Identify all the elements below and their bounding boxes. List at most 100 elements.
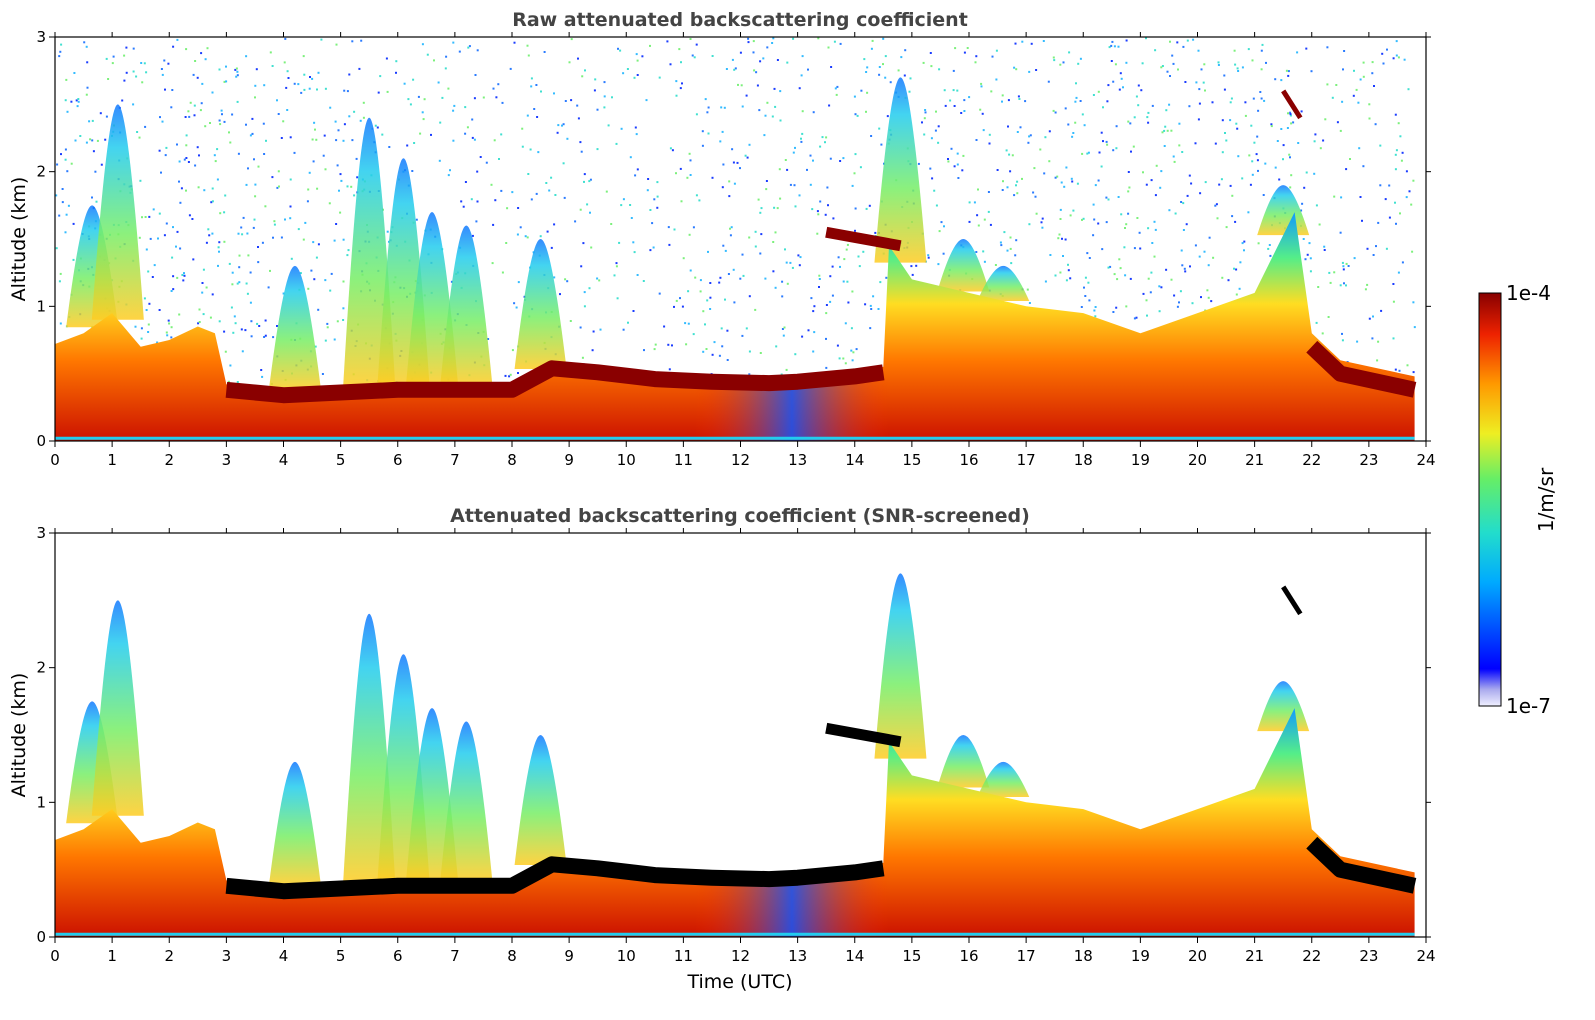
noise-speck (904, 49, 907, 52)
noise-speck (1147, 227, 1150, 230)
noise-speck (1088, 257, 1091, 259)
noise-speck (445, 55, 448, 58)
noise-speck (1379, 144, 1382, 147)
noise-speck (968, 96, 971, 99)
noise-speck (731, 58, 734, 61)
top-y-axis-label: Altitude (km) (8, 177, 30, 302)
noise-speck (278, 185, 280, 188)
noise-speck (581, 356, 584, 359)
noise-speck (1216, 217, 1219, 220)
noise-speck (702, 310, 705, 313)
noise-speck (759, 352, 762, 354)
noise-speck (1042, 40, 1045, 42)
noise-speck (929, 52, 932, 54)
noise-speck (338, 189, 340, 192)
noise-speck (107, 78, 110, 80)
noise-speck (724, 298, 726, 301)
noise-speck (593, 89, 596, 92)
noise-speck (1206, 289, 1209, 292)
noise-speck (886, 115, 889, 118)
noise-speck (1406, 364, 1409, 367)
noise-speck (588, 287, 591, 290)
noise-speck (447, 174, 450, 177)
noise-speck (1327, 316, 1330, 318)
noise-speck (468, 45, 471, 48)
noise-speck (464, 106, 467, 109)
noise-speck (176, 143, 178, 146)
noise-speck (869, 304, 872, 307)
noise-speck (731, 148, 734, 151)
noise-speck (678, 48, 681, 51)
noise-speck (145, 248, 148, 251)
noise-speck (651, 222, 654, 225)
noise-speck (603, 106, 606, 109)
noise-speck (1217, 61, 1220, 64)
noise-speck (164, 88, 166, 91)
noise-speck (1118, 258, 1121, 261)
noise-speck (728, 195, 731, 198)
noise-speck (1159, 186, 1162, 189)
bottom-x-axis: 0 1 2 3 4 5 6 7 8 9 10 11 12 13 14 15 16 17 18 19 20 21 22 23 24 (50, 528, 1436, 965)
noise-speck (1019, 126, 1022, 129)
noise-speck (934, 129, 937, 132)
noise-speck (1315, 321, 1318, 324)
noise-speck (1027, 141, 1030, 144)
noise-speck (530, 85, 533, 88)
x-tick-label: 1 (107, 451, 117, 469)
noise-speck (1324, 118, 1327, 121)
noise-speck (1231, 215, 1234, 218)
y-tick-label: 1 (36, 793, 46, 811)
x-tick-label: 0 (50, 947, 60, 965)
noise-speck (741, 253, 744, 256)
noise-speck (866, 66, 869, 69)
noise-speck (1249, 183, 1252, 186)
noise-speck (755, 71, 758, 74)
noise-speck (417, 95, 420, 98)
noise-speck (843, 258, 846, 261)
noise-speck (65, 78, 68, 81)
noise-speck (647, 178, 650, 180)
noise-speck (406, 144, 409, 147)
noise-speck (869, 327, 872, 330)
noise-speck (203, 189, 206, 192)
noise-speck (289, 217, 292, 220)
noise-speck (812, 350, 815, 353)
noise-speck (728, 180, 731, 183)
noise-speck (1080, 306, 1083, 308)
noise-speck (963, 99, 966, 102)
noise-speck (1154, 194, 1157, 197)
noise-speck (1379, 184, 1382, 187)
noise-speck (1308, 242, 1311, 245)
noise-speck (353, 194, 356, 197)
noise-speck (809, 154, 812, 157)
noise-speck (1166, 129, 1169, 132)
noise-speck (207, 228, 210, 231)
noise-speck (1280, 79, 1283, 82)
noise-speck (1075, 82, 1077, 85)
noise-speck (172, 288, 175, 291)
noise-speck (200, 102, 203, 105)
noise-speck (909, 77, 912, 80)
y-tick-label: 1 (36, 297, 46, 315)
noise-speck (783, 326, 786, 329)
noise-speck (865, 207, 868, 210)
x-tick-label: 9 (564, 451, 574, 469)
noise-speck (182, 279, 185, 282)
noise-speck (194, 60, 197, 62)
noise-speck (704, 323, 706, 326)
noise-speck (185, 157, 188, 159)
noise-speck (386, 90, 389, 93)
noise-speck (1016, 131, 1019, 133)
noise-speck (149, 237, 152, 240)
noise-speck (977, 188, 979, 191)
noise-speck (1401, 261, 1404, 264)
noise-speck (1064, 107, 1067, 110)
noise-speck (206, 47, 209, 50)
noise-speck (1392, 283, 1395, 285)
noise-speck (1340, 196, 1343, 199)
noise-speck (1094, 306, 1097, 308)
noise-speck (1361, 219, 1363, 222)
noise-speck (576, 104, 579, 107)
noise-speck (1215, 203, 1218, 206)
noise-speck (589, 211, 591, 214)
